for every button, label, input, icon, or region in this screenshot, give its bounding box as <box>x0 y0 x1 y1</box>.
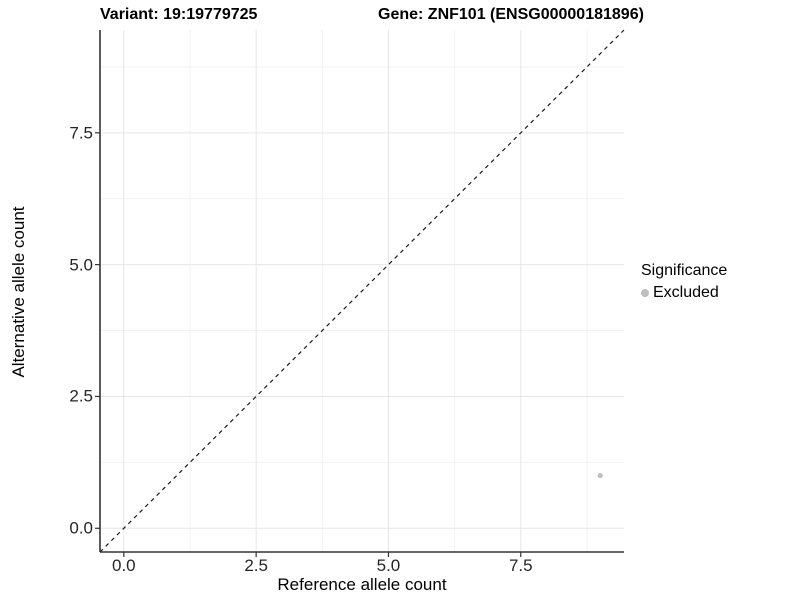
x-axis-title-text: Reference allele count <box>277 575 447 594</box>
legend-entry-label: Excluded <box>653 284 719 301</box>
y-tick-label: 0.0 <box>69 518 93 538</box>
excluded-point-icon <box>641 289 649 297</box>
x-tick-label: 5.0 <box>376 556 401 575</box>
identity-dashed-line <box>99 29 625 553</box>
x-tick-label: 7.5 <box>508 556 533 575</box>
variant-title: Variant: 19:19779725 <box>100 6 258 23</box>
y-tick-label: 2.5 <box>69 386 93 406</box>
legend-entry-excluded: Excluded <box>641 284 727 302</box>
y-axis-title: Alternative allele count <box>9 206 28 378</box>
scatter-plot-panel <box>95 29 625 557</box>
y-tick-label: 5.0 <box>69 255 93 275</box>
legend: Significance Excluded <box>641 262 727 302</box>
x-axis-title: Reference allele count <box>0 575 800 595</box>
x-tick-label: 0.0 <box>111 556 136 575</box>
x-tick-label: 2.5 <box>244 556 268 575</box>
y-tick-label: 7.5 <box>69 123 93 143</box>
gene-title: Gene: ZNF101 (ENSG00000181896) <box>378 6 644 23</box>
legend-title: Significance <box>641 262 728 279</box>
data-point-excluded <box>597 472 603 479</box>
